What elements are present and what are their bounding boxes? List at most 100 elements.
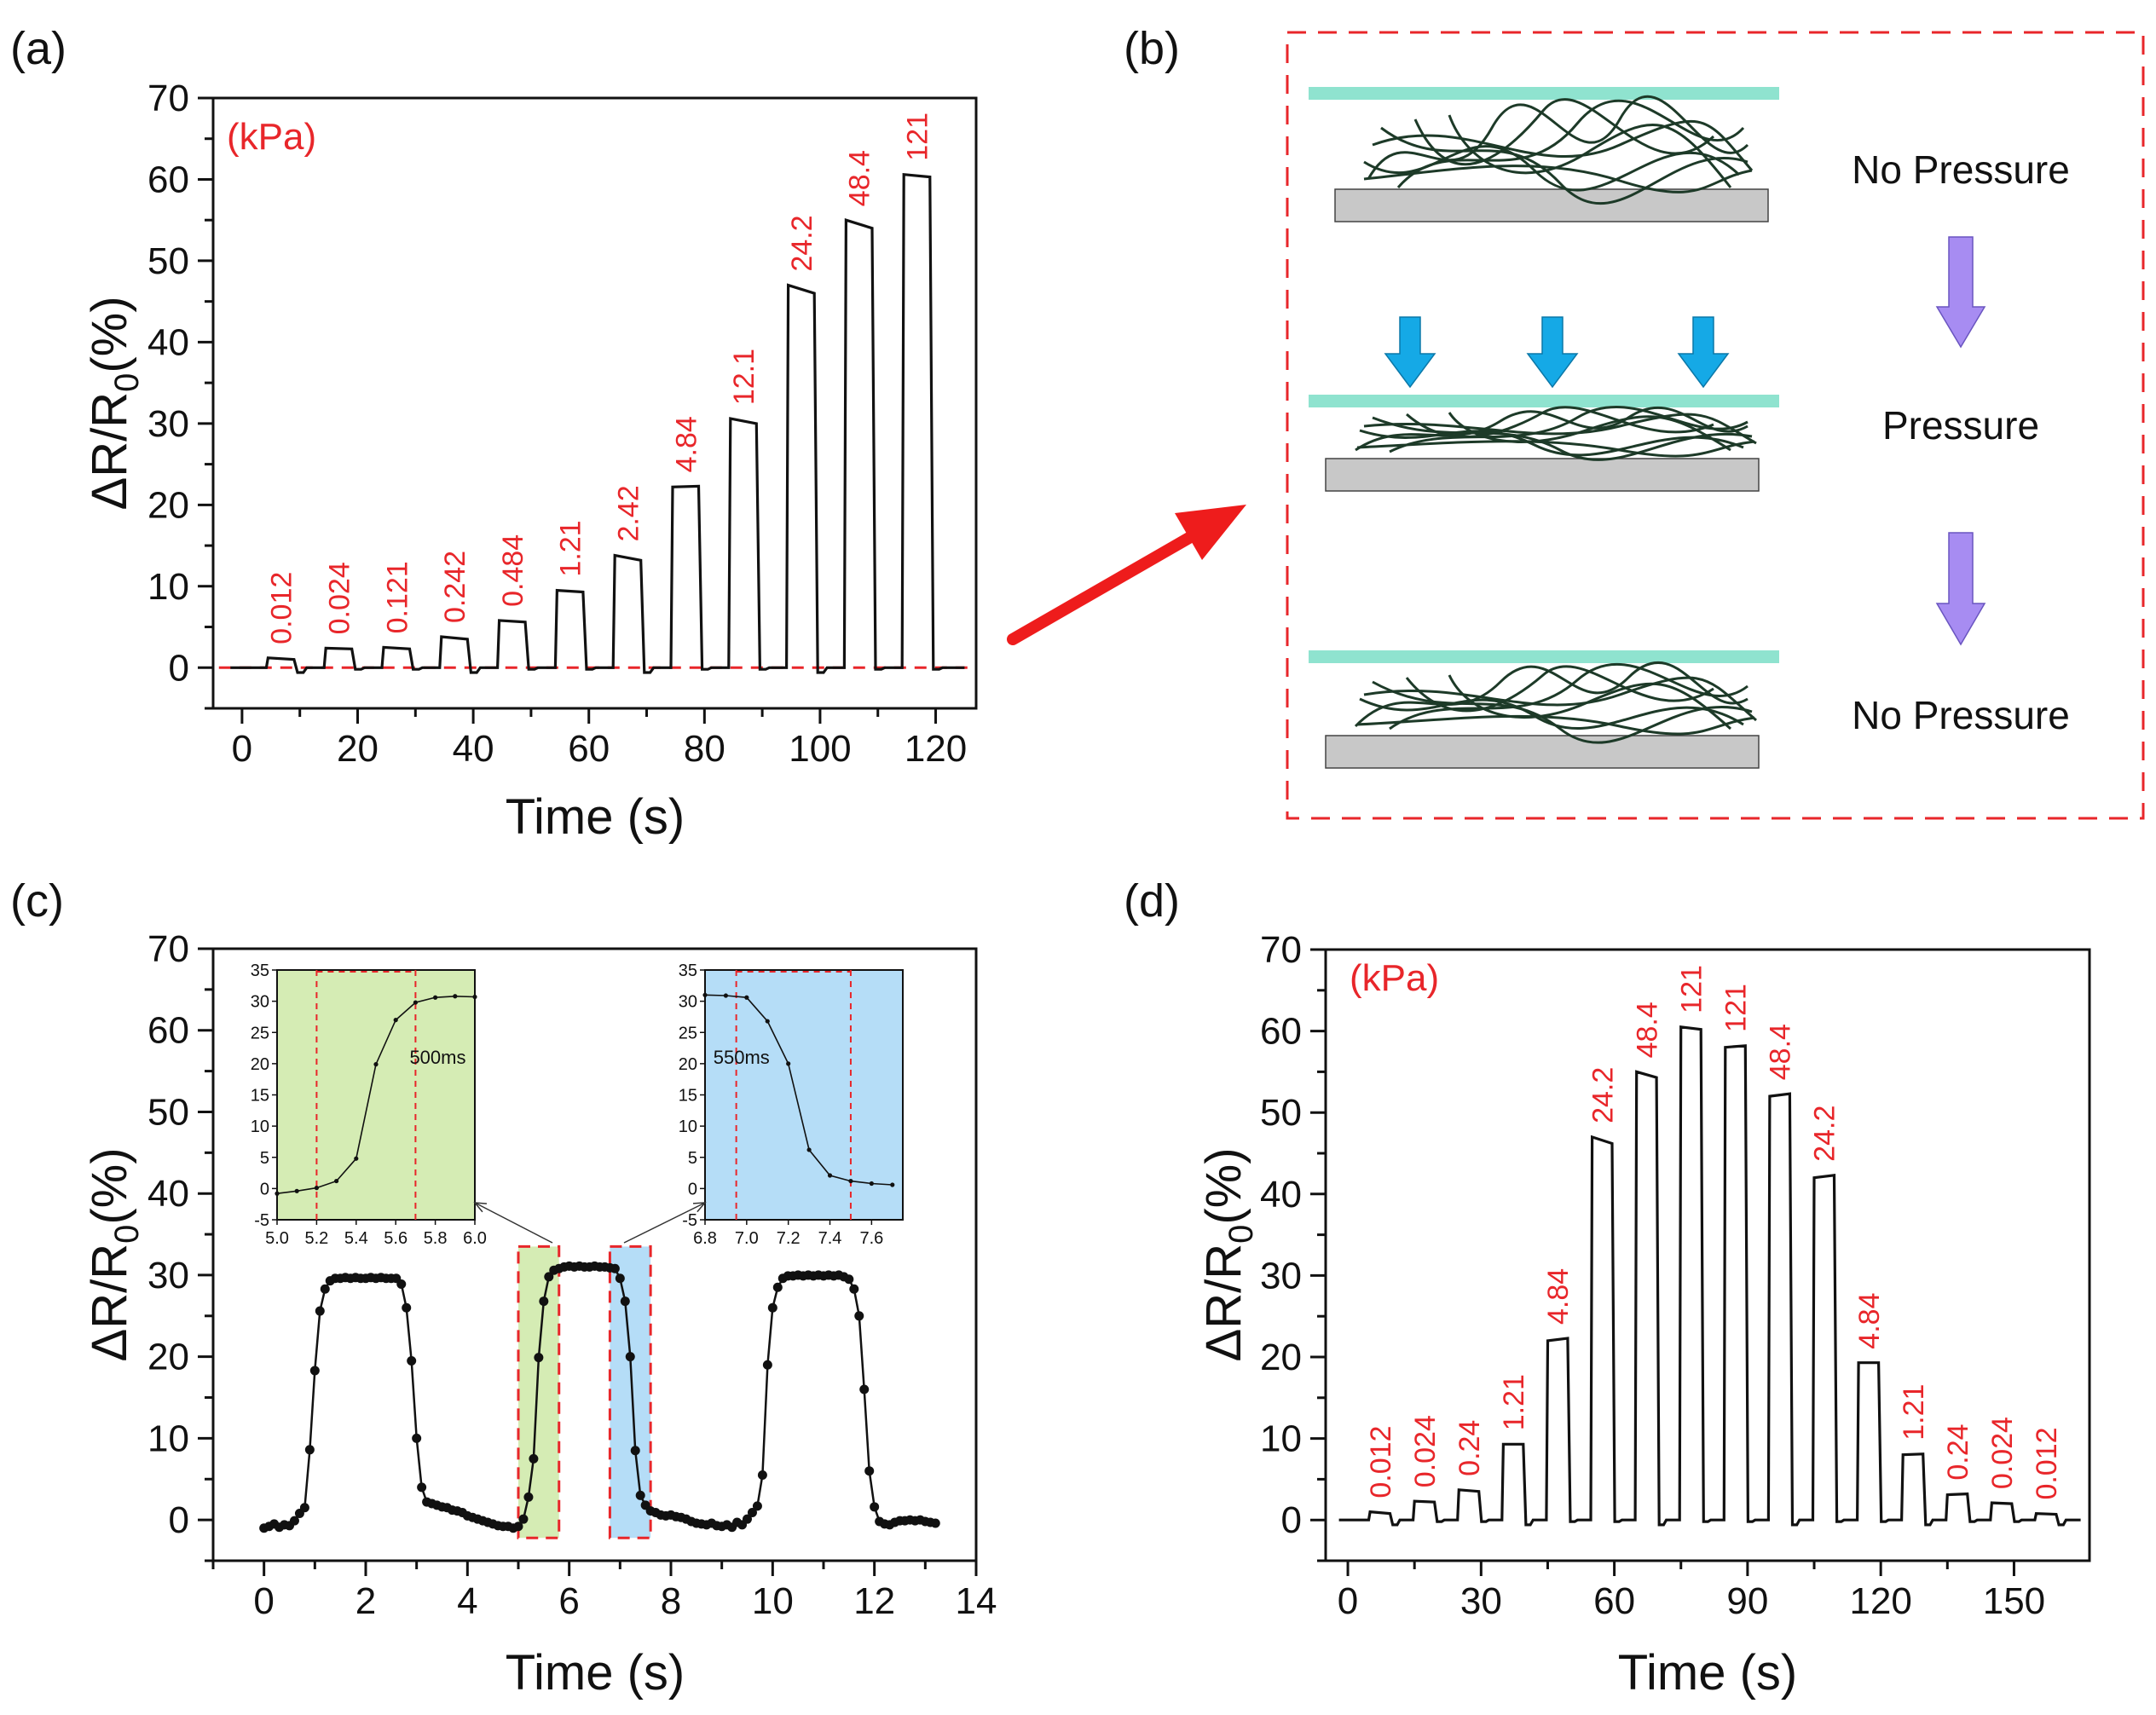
y-tick-label: 20: [147, 1337, 189, 1378]
inset-y-tick-label: 15: [251, 1087, 269, 1106]
data-point: [529, 1453, 539, 1464]
pressure-label: 4.84: [1542, 1268, 1575, 1325]
substrate: [1325, 735, 1760, 769]
y-tick-label: 50: [147, 1091, 189, 1133]
substrate: [1325, 458, 1760, 492]
pressure-label: 121: [1675, 965, 1708, 1013]
data-point: [620, 1296, 630, 1307]
x-tick-label: 12: [853, 1580, 895, 1622]
data-point: [610, 1263, 620, 1273]
axes-a: 0 20 40 60 80 100 120 0 10 20 30 40 50 60 70: [147, 78, 967, 770]
x-tick-label: 0: [1338, 1580, 1358, 1622]
top-plate: [1309, 87, 1779, 100]
substrate: [1334, 188, 1769, 222]
data-point: [523, 1492, 534, 1502]
data-point: [304, 1445, 315, 1455]
y-tick-label: 30: [1260, 1255, 1302, 1296]
data-point: [870, 1502, 880, 1512]
inset-point: [702, 992, 708, 997]
pressure-label: 48.4: [1631, 1002, 1663, 1058]
inset-y-tick-label: 25: [679, 1024, 697, 1042]
y-tick-label: 30: [147, 1255, 189, 1296]
stage-label-3: No Pressure: [1852, 693, 2070, 737]
inset-point: [453, 994, 458, 999]
y-axis-label-c: ΔR/R0(%): [82, 1147, 146, 1361]
x-tick-label: 80: [684, 728, 725, 770]
data-point: [309, 1366, 320, 1376]
y-tick-label: 10: [147, 566, 189, 608]
x-tick-label: 8: [661, 1580, 681, 1622]
y-tick-label: 60: [1260, 1011, 1302, 1053]
data-point: [315, 1306, 325, 1316]
x-tick-label: 6: [558, 1580, 579, 1622]
inset-point: [373, 1062, 379, 1067]
top-plate: [1309, 650, 1779, 663]
data-point: [539, 1296, 549, 1307]
pressure-label: 48.4: [1765, 1024, 1797, 1080]
x-axis-label-d: Time (s): [1618, 1645, 1797, 1701]
x-tick-label: 14: [956, 1580, 997, 1622]
inset-point: [275, 1191, 280, 1196]
data-point: [518, 1514, 529, 1524]
x-tick-label: 120: [905, 728, 967, 770]
inset-pointer-head: [473, 1202, 488, 1213]
data-point: [864, 1466, 875, 1476]
y-tick-label: 10: [147, 1418, 189, 1459]
panel-a: (a) 0 20 40 60 80 100 120 0 10 20 30 40 50 60 70 0.012…: [10, 23, 978, 845]
y-tick-label: 70: [147, 928, 189, 970]
response-trace: [230, 172, 965, 674]
data-point: [752, 1501, 762, 1511]
inset-point: [334, 1178, 339, 1184]
x-tick-label: 60: [1593, 1580, 1635, 1622]
panel-label-c: (c): [10, 875, 64, 927]
inset-x-tick-label: 7.2: [777, 1229, 801, 1248]
pressure-label: 0.121: [381, 561, 413, 633]
inset-x-tick-label: 6.8: [693, 1229, 717, 1248]
inset-point: [472, 994, 477, 1000]
inset-x-tick-label: 7.4: [818, 1229, 842, 1248]
y-tick-label: 0: [1281, 1499, 1302, 1541]
unit-label-d: (kPa): [1350, 957, 1439, 999]
data-point: [630, 1446, 640, 1456]
inset-y-tick-label: 25: [251, 1024, 269, 1042]
pressure-label: 0.024: [1986, 1417, 2019, 1489]
pressure-label: 24.2: [1809, 1106, 1841, 1162]
inset-x-tick-label: 5.4: [344, 1229, 368, 1248]
y-tick-label: 20: [1260, 1337, 1302, 1378]
pressure-arrow-left: [1384, 316, 1436, 389]
highlight-border: [608, 1244, 652, 1539]
y-tick-label: 50: [147, 240, 189, 282]
y-tick-label: 10: [1260, 1418, 1302, 1460]
inset-y-tick-label: 35: [251, 961, 269, 980]
pressure-label: 0.012: [266, 572, 298, 644]
inset-pointer: [474, 1202, 553, 1244]
x-tick-label: 120: [1849, 1580, 1911, 1622]
inset-x-tick-label: 5.6: [384, 1229, 408, 1248]
highlight-regions: [517, 1244, 652, 1539]
pressure-label: 24.2: [1587, 1067, 1619, 1123]
y-tick-label: 40: [1260, 1174, 1302, 1216]
plot-frame-a: [211, 96, 978, 710]
data-point: [859, 1384, 870, 1395]
data-point: [396, 1279, 407, 1289]
data-point: [417, 1482, 427, 1493]
pressure-label: 1.21: [555, 520, 587, 576]
data-points-c: [259, 1261, 940, 1533]
inset-y-tick-label: 35: [679, 961, 697, 980]
inset-point: [848, 1178, 853, 1184]
inset-2: -5 0 5 10 15 20 25 30 35 6.8 7.0 7.2 7.4 7.6 550ms: [623, 961, 904, 1248]
x-tick-label: 4: [457, 1580, 477, 1622]
inset-pointer-head: [692, 1202, 707, 1213]
y-tick-label: 60: [147, 159, 189, 200]
inset-point: [723, 993, 729, 998]
data-point: [402, 1302, 412, 1313]
stage-no-pressure-1: No Pressure: [1309, 87, 2070, 349]
plot-frame-c: [211, 947, 978, 1562]
x-tick-label: 0: [232, 728, 252, 770]
x-axis-label-c: Time (s): [506, 1645, 685, 1701]
inset-y-tick-label: 30: [679, 993, 697, 1012]
